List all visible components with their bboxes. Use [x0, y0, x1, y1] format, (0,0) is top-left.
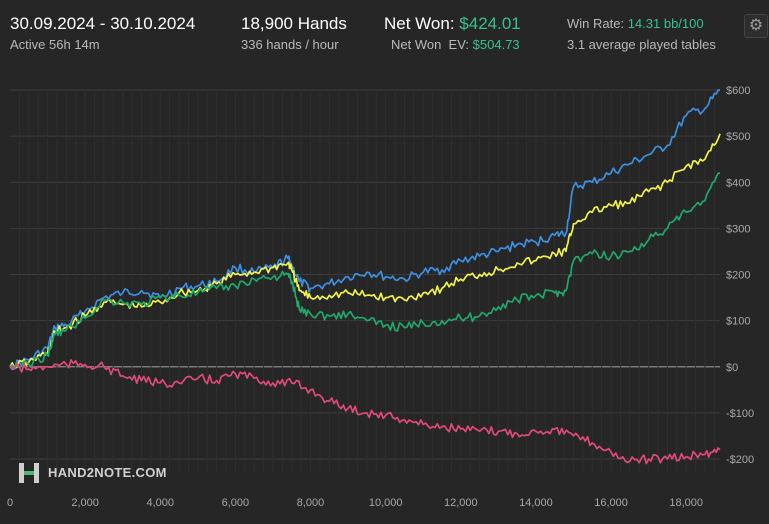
- y-tick-label: $0: [726, 362, 738, 374]
- x-tick-label: 16,000: [594, 497, 628, 509]
- series-line-3: [9, 172, 721, 370]
- net-won-ev-label: Net Won EV:: [391, 37, 470, 52]
- hands-per-hour: 336 hands / hour: [241, 37, 339, 52]
- y-tick-label: $200: [726, 270, 750, 282]
- win-rate-value: 14.31 bb/100: [627, 16, 704, 31]
- y-tick-label: $400: [726, 177, 750, 189]
- x-tick-label: 2,000: [71, 497, 99, 509]
- x-tick-label: 6,000: [222, 497, 250, 509]
- x-tick-label: 8,000: [297, 497, 325, 509]
- net-won: Net Won: $424.01: [384, 14, 521, 34]
- hands-count: 18,900 Hands: [241, 14, 347, 33]
- y-tick-label: $600: [726, 85, 750, 97]
- series-line-2: [9, 133, 721, 370]
- series-line-4: [9, 359, 721, 465]
- net-won-label: Net Won:: [384, 14, 455, 33]
- y-tick-label: $500: [726, 131, 750, 143]
- active-time: Active 56h 14m: [10, 37, 100, 52]
- series-line-1: [9, 89, 721, 371]
- x-tick-label: 4,000: [146, 497, 174, 509]
- x-tick-label: 0: [7, 497, 13, 509]
- y-tick-label: $300: [726, 223, 750, 235]
- x-tick-label: 10,000: [369, 497, 403, 509]
- y-tick-label: $100: [726, 316, 750, 328]
- logo-text: HAND2NOTE.COM: [48, 465, 167, 480]
- x-tick-label: 14,000: [519, 497, 553, 509]
- net-won-value: $424.01: [459, 14, 521, 33]
- net-won-ev: Net Won EV: $504.73: [391, 37, 520, 52]
- avg-tables: 3.1 average played tables: [567, 37, 716, 52]
- win-rate-label: Win Rate:: [567, 16, 625, 31]
- x-tick-label: 18,000: [669, 497, 703, 509]
- y-tick-label: -$200: [726, 454, 754, 466]
- date-range: 30.09.2024 - 30.10.2024: [10, 14, 196, 33]
- hand2note-logo-icon: [19, 463, 39, 483]
- gear-icon[interactable]: ⚙: [744, 14, 768, 38]
- header-bar: 30.09.2024 - 30.10.2024 Active 56h 14m 1…: [0, 0, 769, 62]
- y-tick-label: -$100: [726, 408, 754, 420]
- profit-graph: $600 $500 $400 $300 $200 $100 $0 -$100 -$200 0 2,0…: [7, 85, 754, 509]
- x-tick-label: 12,000: [444, 497, 478, 509]
- win-rate: Win Rate: 14.31 bb/100: [567, 16, 704, 31]
- net-won-ev-value: $504.73: [472, 37, 520, 52]
